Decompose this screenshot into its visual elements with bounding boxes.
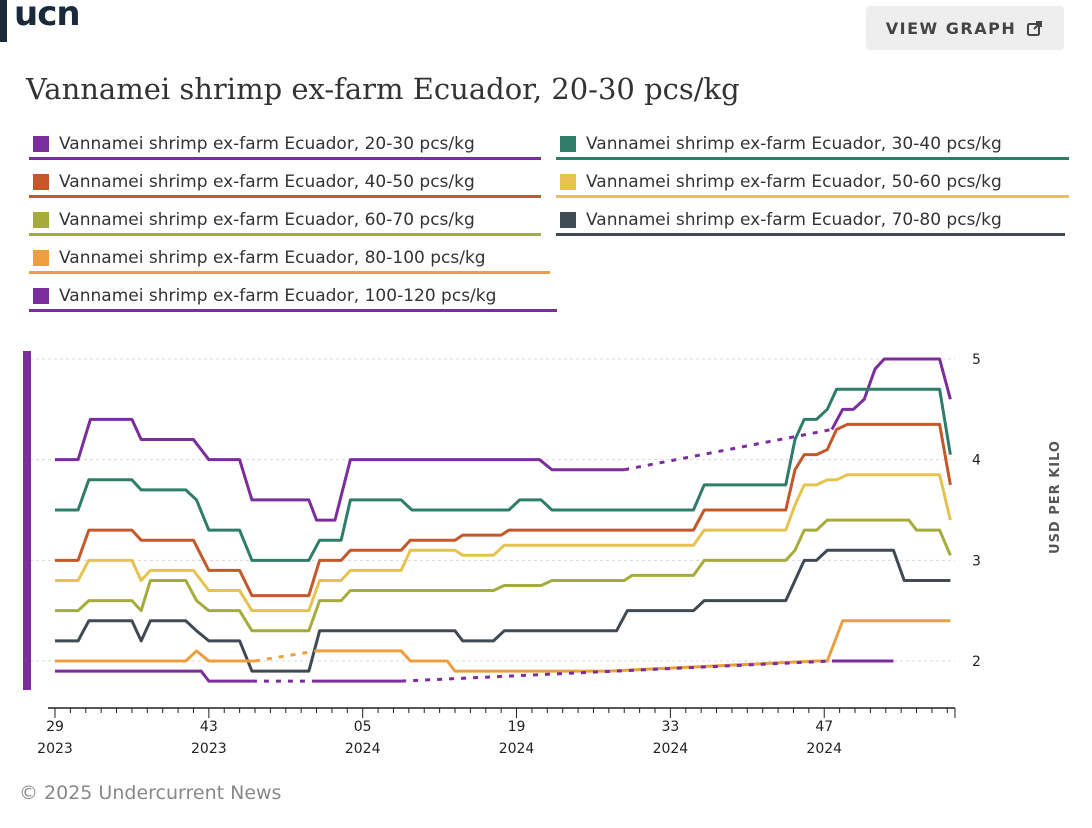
x-tick-week: 19: [508, 719, 526, 735]
x-tick-week: 43: [200, 719, 218, 735]
series-line: [55, 669, 252, 683]
x-tick-year: 2023: [191, 741, 227, 757]
series-line: [55, 649, 255, 663]
y-axis-title: USD PER KILO: [1048, 440, 1063, 554]
series-gap-line: [254, 649, 317, 663]
legend-label: Vannamei shrimp ex-farm Ecuador, 70-80 p…: [586, 209, 1002, 230]
legend-label: Vannamei shrimp ex-farm Ecuador, 100-120…: [59, 285, 497, 306]
y-tick-label: 3: [972, 553, 981, 569]
series-line: [55, 518, 952, 633]
legend-item[interactable]: Vannamei shrimp ex-farm Ecuador, 70-80 p…: [556, 206, 1065, 236]
legend-item[interactable]: Vannamei shrimp ex-farm Ecuador, 80-100 …: [29, 244, 550, 274]
legend-swatch: [33, 287, 49, 304]
y-tick-label: 4: [972, 453, 981, 469]
legend-swatch: [33, 211, 49, 228]
series-line: [55, 387, 952, 562]
view-graph-button[interactable]: VIEW GRAPH: [866, 6, 1064, 50]
legend-swatch: [560, 135, 576, 152]
y-tick-label: 5: [972, 352, 981, 368]
legend-label: Vannamei shrimp ex-farm Ecuador, 40-50 p…: [59, 171, 475, 192]
y-tick-label: 2: [972, 654, 981, 670]
selected-series-indicator: [23, 351, 31, 690]
legend-label: Vannamei shrimp ex-farm Ecuador, 60-70 p…: [59, 209, 475, 230]
series-line: [55, 473, 952, 613]
legend-label: Vannamei shrimp ex-farm Ecuador, 80-100 …: [59, 247, 486, 268]
chart-svg: 2 3 4 5 29 2023 43 2023 05 2024 19 2024 33 2024 47 2024…: [23, 351, 1063, 757]
x-tick-week: 29: [46, 719, 64, 735]
series-line: [55, 422, 952, 598]
legend-label: Vannamei shrimp ex-farm Ecuador, 20-30 p…: [59, 133, 475, 154]
series-line: [55, 417, 625, 522]
legend-label: Vannamei shrimp ex-farm Ecuador, 30-40 p…: [586, 133, 1002, 154]
legend-item[interactable]: Vannamei shrimp ex-farm Ecuador, 100-120…: [29, 282, 557, 312]
legend-item[interactable]: Vannamei shrimp ex-farm Ecuador, 30-40 p…: [556, 130, 1069, 160]
x-tick-year: 2023: [37, 741, 73, 757]
x-tick-year: 2024: [499, 741, 535, 757]
legend-swatch: [33, 135, 49, 152]
legend-label: Vannamei shrimp ex-farm Ecuador, 50-60 p…: [586, 171, 1002, 192]
series-line: [55, 548, 951, 673]
series-line: [830, 357, 952, 431]
x-tick-year: 2024: [806, 741, 842, 757]
external-link-icon: [1027, 21, 1043, 36]
brand-logo[interactable]: ucn: [14, 0, 81, 34]
legend-swatch: [560, 173, 576, 190]
legend-swatch: [33, 249, 49, 266]
legend-item[interactable]: Vannamei shrimp ex-farm Ecuador, 60-70 p…: [29, 206, 541, 236]
x-tick-year: 2024: [653, 741, 689, 757]
x-tick-year: 2024: [345, 741, 381, 757]
copyright: © 2025 Undercurrent News: [19, 782, 282, 804]
legend-item[interactable]: Vannamei shrimp ex-farm Ecuador, 20-30 p…: [29, 130, 541, 160]
legend-swatch: [33, 173, 49, 190]
series-line: [316, 619, 951, 673]
x-tick-week: 05: [354, 719, 372, 735]
legend-item[interactable]: Vannamei shrimp ex-farm Ecuador, 50-60 p…: [556, 168, 1069, 198]
legend-item[interactable]: Vannamei shrimp ex-farm Ecuador, 40-50 p…: [29, 168, 541, 198]
view-graph-label: VIEW GRAPH: [885, 18, 1017, 38]
legend-swatch: [560, 211, 576, 228]
chart-title: Vannamei shrimp ex-farm Ecuador, 20-30 p…: [26, 72, 740, 106]
x-tick-week: 47: [815, 719, 833, 735]
x-tick-week: 33: [661, 719, 679, 735]
logo-bar: [0, 0, 7, 42]
series-gap-line: [623, 427, 833, 472]
